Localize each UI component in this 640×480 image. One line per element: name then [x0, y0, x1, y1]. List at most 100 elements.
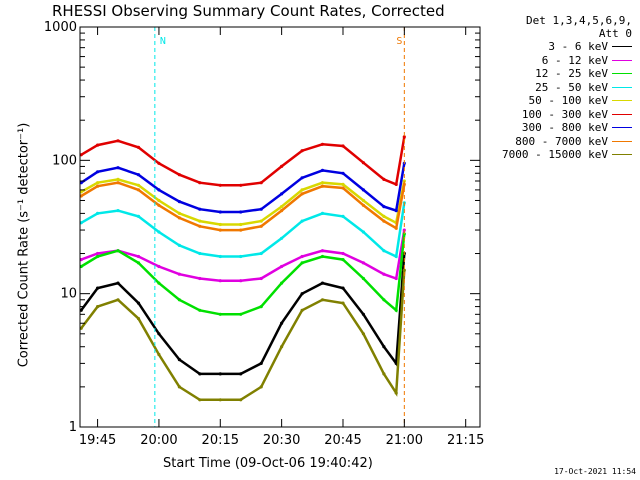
series-line-0: [80, 253, 406, 376]
data-point: [218, 210, 222, 214]
data-point: [280, 205, 284, 209]
data-point: [300, 261, 304, 265]
legend-swatch: [612, 140, 632, 142]
x-tick-label: 21:00: [386, 433, 423, 448]
data-point: [320, 254, 325, 259]
series-line-3: [80, 202, 406, 259]
legend-label: 50 - 100 keV: [528, 94, 608, 108]
data-point: [198, 251, 202, 256]
data-point: [361, 161, 365, 165]
x-tick-label: 19:45: [79, 433, 116, 448]
data-point: [300, 292, 304, 296]
data-point: [320, 168, 325, 172]
x-axis-label: Start Time (09-Oct-06 19:40:42): [163, 456, 373, 471]
data-point: [157, 352, 161, 357]
legend-swatch: [612, 59, 632, 61]
data-point: [382, 249, 386, 253]
legend-item: 800 - 7000 keV: [482, 135, 632, 149]
x-tick-label: 20:15: [202, 433, 239, 448]
data-point: [136, 254, 141, 259]
data-point: [382, 372, 386, 376]
data-point: [382, 272, 386, 276]
data-point: [239, 210, 243, 214]
y-tick-label: 10: [60, 287, 77, 302]
data-point: [300, 188, 304, 192]
annotation-label-1: S: [396, 36, 402, 47]
legend-item: 6 - 12 keV: [482, 54, 632, 68]
legend: Det 1,3,4,5,6,9, Att 0 3 - 6 keV 6 - 12 k…: [482, 14, 632, 162]
data-point: [341, 186, 345, 190]
data-point: [259, 207, 263, 211]
data-point: [218, 228, 222, 232]
legend-label: 100 - 300 keV: [521, 107, 608, 121]
data-point: [320, 298, 325, 302]
data-point: [198, 276, 202, 281]
data-point: [198, 207, 202, 211]
data-point: [218, 398, 222, 402]
data-point: [394, 209, 398, 213]
data-point: [96, 286, 100, 290]
data-point: [259, 181, 263, 185]
legend-header-line-1: Det 1,3,4,5,6,9,: [526, 14, 632, 27]
legend-label: 12 - 25 keV: [535, 67, 608, 81]
data-point: [116, 298, 120, 302]
data-point: [320, 249, 325, 253]
data-point: [157, 332, 161, 336]
data-point: [116, 181, 120, 185]
data-point: [136, 183, 141, 187]
x-tick-label: 20:00: [140, 433, 177, 448]
data-point: [382, 345, 386, 349]
data-point: [198, 398, 202, 402]
legend-swatch: [612, 113, 632, 115]
data-point: [96, 181, 100, 185]
data-point: [259, 385, 263, 389]
data-point: [177, 243, 181, 247]
legend-swatch: [612, 127, 632, 129]
data-point: [259, 361, 263, 365]
data-point: [177, 358, 181, 362]
data-point: [394, 226, 398, 230]
data-point: [136, 301, 141, 305]
data-point: [116, 249, 120, 253]
data-point: [218, 183, 222, 187]
data-point: [198, 308, 202, 312]
data-point: [320, 211, 325, 215]
data-point: [198, 181, 202, 185]
data-point: [177, 385, 181, 389]
data-point: [198, 372, 202, 376]
series-line-4: [80, 178, 406, 226]
data-point: [96, 184, 100, 188]
data-point: [239, 254, 243, 259]
data-point: [239, 372, 243, 376]
data-point: [96, 305, 100, 309]
data-point: [96, 254, 100, 259]
data-point: [116, 177, 120, 181]
legend-item: 100 - 300 keV: [482, 108, 632, 122]
series-line-6: [80, 163, 406, 214]
data-point: [239, 222, 243, 227]
data-point: [177, 216, 181, 220]
data-point: [136, 317, 141, 321]
data-point: [382, 219, 386, 223]
timestamp: 17-Oct-2021 11:54: [554, 467, 636, 476]
data-point: [157, 281, 161, 285]
data-point: [394, 308, 398, 312]
x-tick-label: 21:15: [447, 433, 484, 448]
series-line-8: [80, 270, 406, 402]
data-point: [394, 391, 398, 395]
data-point: [280, 192, 284, 196]
data-point: [320, 142, 325, 146]
data-point: [361, 203, 365, 207]
y-axis-label: Corrected Count Rate (s⁻¹ detector⁻¹): [16, 122, 32, 368]
data-point: [300, 176, 304, 180]
data-point: [341, 258, 345, 262]
data-point: [320, 181, 325, 185]
data-point: [116, 166, 120, 170]
data-point: [157, 203, 161, 207]
data-point: [198, 219, 202, 223]
data-point: [96, 211, 100, 215]
legend-label: 7000 - 15000 keV: [502, 148, 608, 162]
data-point: [116, 209, 120, 213]
chart-title: RHESSI Observing Summary Count Rates, Co…: [52, 2, 445, 20]
data-point: [341, 301, 345, 305]
